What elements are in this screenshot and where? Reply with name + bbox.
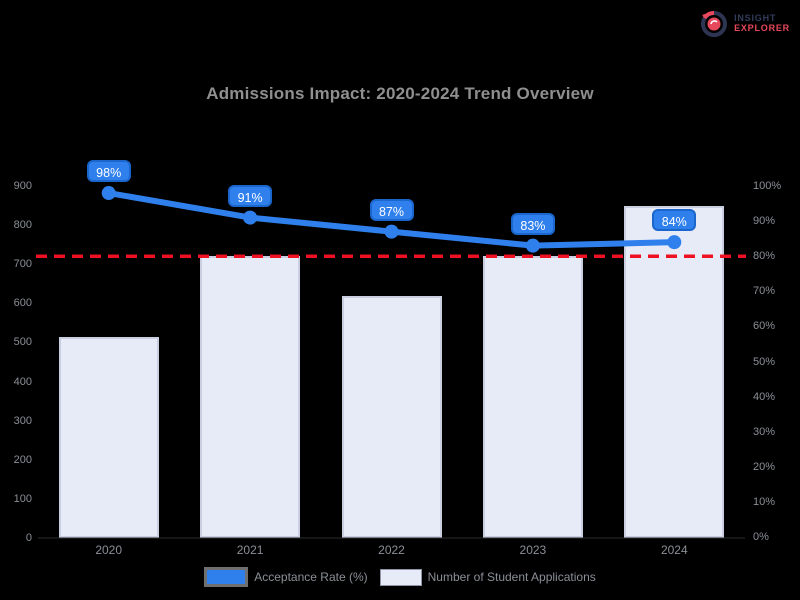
right-axis-tick: 90% xyxy=(753,215,776,228)
left-axis-tick: 300 xyxy=(13,414,32,427)
right-axis-tick: 80% xyxy=(753,250,776,263)
legend: Acceptance Rate (%) Number of Student Ap… xyxy=(0,567,800,587)
x-axis-label-2021: 2021 xyxy=(236,543,264,557)
right-axis-tick: 20% xyxy=(753,460,776,473)
right-axis-tick: 50% xyxy=(753,355,776,368)
bar-2023 xyxy=(482,256,583,538)
line-point-2023 xyxy=(525,238,540,253)
x-axis-label-2023: 2023 xyxy=(519,543,547,557)
point-label-2023: 83% xyxy=(510,212,555,235)
left-axis-tick: 800 xyxy=(13,219,32,232)
right-axis-tick: 10% xyxy=(753,495,776,508)
point-label-2020: 98% xyxy=(86,160,131,183)
x-axis-label-2020: 2020 xyxy=(95,543,123,557)
line-point-2020 xyxy=(101,186,116,201)
line-point-2024 xyxy=(667,235,682,250)
legend-swatch-line xyxy=(204,567,249,587)
left-axis-tick: 100 xyxy=(13,492,32,505)
acceptance-rate-line xyxy=(105,190,678,249)
point-label-2021: 91% xyxy=(228,184,273,207)
left-axis-tick: 0 xyxy=(25,532,32,544)
legend-label-bar: Number of Student Applications xyxy=(427,570,596,584)
left-axis-tick: 900 xyxy=(13,180,32,192)
x-axis-label-2022: 2022 xyxy=(378,543,405,557)
legend-label-line: Acceptance Rate (%) xyxy=(254,570,368,584)
left-axis-tick: 700 xyxy=(13,258,32,271)
bar-2022 xyxy=(341,295,442,538)
legend-swatch-bar xyxy=(379,568,422,586)
right-axis-tick: 30% xyxy=(753,425,776,438)
line-point-2021 xyxy=(243,210,258,225)
point-label-2024: 84% xyxy=(652,209,697,232)
left-axis-tick: 600 xyxy=(13,297,32,310)
legend-item-acceptance-rate: Acceptance Rate (%) xyxy=(204,567,368,587)
bar-2024 xyxy=(624,205,725,538)
x-axis-label-2024: 2024 xyxy=(660,543,688,557)
legend-item-applications: Number of Student Applications xyxy=(379,568,596,586)
right-axis-tick: 60% xyxy=(753,320,776,333)
left-axis-tick: 400 xyxy=(13,375,32,388)
chart-title: Admissions Impact: 2020-2024 Trend Overv… xyxy=(206,84,594,103)
line-point-2022 xyxy=(384,224,399,239)
left-axis-tick: 500 xyxy=(13,336,32,349)
point-label-2022: 87% xyxy=(369,198,414,221)
bar-2021 xyxy=(200,256,301,538)
left-axis-tick: 200 xyxy=(13,453,32,466)
right-axis-tick: 0% xyxy=(753,531,769,543)
right-axis-tick: 70% xyxy=(753,285,776,298)
logo-text-line1: INSIGHT xyxy=(734,12,777,23)
logo-text-line2: EXPLORER xyxy=(734,23,790,33)
compass-pie-logo-icon xyxy=(701,11,728,37)
bar-2020 xyxy=(58,336,159,538)
right-axis-tick: 40% xyxy=(753,390,776,403)
right-axis-tick: 100% xyxy=(753,180,782,192)
logo: INSIGHT EXPLORER xyxy=(699,8,790,38)
